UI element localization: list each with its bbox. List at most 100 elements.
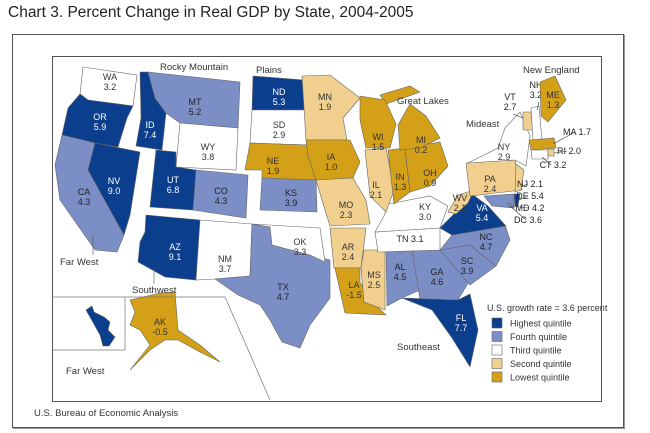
legend-label: Lowest quintile — [510, 373, 570, 383]
state-label: OR 5.9 — [93, 112, 107, 132]
state-de: DE 5.4 — [513, 191, 544, 207]
state-tn: TN 3.1 — [374, 227, 441, 253]
state-label: OH 0.9 — [423, 168, 437, 188]
state-label: VA 5.4 — [476, 203, 489, 223]
state-label: MO 2.3 — [339, 200, 354, 220]
map-frame — [52, 56, 602, 402]
state-ma: MA 1.7 — [528, 127, 591, 151]
state-md: MD 4.2 — [483, 193, 545, 213]
state-mo: MO 2.3 — [315, 177, 371, 227]
state-shape — [547, 148, 555, 157]
state-label: AL 4.5 — [394, 262, 407, 282]
state-ct: CT 3.2 — [530, 149, 567, 170]
legend-swatch-third — [491, 344, 503, 356]
legend-swatch-highest — [491, 317, 503, 329]
state-label: IN 1.3 — [394, 172, 407, 192]
state-ar: AR 2.4 — [329, 227, 367, 269]
state-pa: PA 2.4 — [465, 159, 523, 197]
state-label: NJ 2.1 — [517, 179, 543, 189]
state-label: MN 1.9 — [318, 92, 332, 112]
state-label: CO 4.3 — [214, 186, 228, 206]
state-label: TX 4.7 — [277, 282, 290, 302]
legend-label: Highest quintile — [510, 319, 572, 329]
state-shape — [447, 189, 475, 215]
state-ky: KY 3.0 — [374, 195, 449, 233]
state-label: LA -1.5 — [346, 280, 362, 300]
state-shape — [539, 75, 567, 123]
state-label: RI 2.0 — [557, 146, 581, 156]
state-label: MT 5.2 — [189, 97, 202, 117]
state-shape — [175, 122, 239, 171]
state-shape — [251, 223, 326, 263]
state-label: FL 7.7 — [455, 313, 468, 333]
state-label: VT 2.7 — [504, 92, 517, 112]
state-shape — [397, 103, 441, 151]
state-label: MS 2.5 — [367, 270, 381, 290]
state-label: PA 2.4 — [484, 174, 497, 194]
state-wi: WI 1.5 — [359, 95, 397, 152]
state-label: NV 9.0 — [108, 176, 121, 196]
state-ak: AK -0.5 — [129, 291, 221, 371]
state-co: CO 4.3 — [192, 169, 249, 219]
state-label: DC 3.6 — [514, 215, 542, 225]
state-label: HI 5.3 — [64, 327, 77, 347]
region-label: Southeast — [397, 342, 440, 353]
state-shape — [87, 142, 141, 236]
state-ok: OK 3.3 — [251, 223, 326, 263]
state-label: IA 1.0 — [325, 152, 338, 172]
legend-label: Second quintile — [510, 359, 572, 369]
region-label: Mideast — [466, 119, 500, 130]
region-label: Far West — [66, 366, 105, 377]
region-label: Rocky Mountain — [160, 62, 228, 73]
state-label: UT 6.8 — [167, 175, 180, 195]
state-nv: NV 9.0 — [87, 142, 141, 236]
state-dc: DC 3.6 — [507, 202, 542, 225]
region-label: Far West — [60, 257, 99, 268]
state-label: TN 3.1 — [396, 234, 423, 244]
chart-title: Chart 3. Percent Change in Real GDP by S… — [8, 4, 414, 21]
state-al: AL 4.5 — [385, 249, 421, 307]
state-shape — [315, 177, 371, 227]
region-label: Southwest — [132, 285, 177, 296]
state-label: WV 2.1 — [453, 193, 468, 213]
state-label: ME 1.3 — [546, 90, 560, 110]
state-oh: OH 0.9 — [404, 141, 449, 193]
legend-swatch-fourth — [491, 331, 503, 342]
state-label: NC 4.7 — [480, 232, 493, 252]
state-shape — [507, 202, 512, 207]
state-label: DE 5.4 — [516, 191, 544, 201]
state-label: NE 1.9 — [267, 156, 280, 176]
state-nj: NJ 2.1 — [514, 163, 543, 193]
state-shape — [530, 105, 543, 141]
state-fl: FL 7.7 — [401, 293, 479, 368]
state-shape — [530, 149, 549, 160]
legend-label: Fourth quintile — [510, 332, 567, 342]
state-shape — [359, 95, 397, 149]
state-label: SD 2.9 — [273, 120, 286, 140]
state-shape — [85, 305, 116, 347]
source-note: U.S. Bureau of Economic Analysis — [34, 408, 179, 419]
chart-border — [12, 34, 624, 428]
state-label: CT 3.2 — [540, 160, 567, 170]
state-or: OR 5.9 — [61, 93, 134, 148]
state-label: NH 3.2 — [530, 80, 543, 100]
state-hi: HI 5.3 — [64, 305, 116, 347]
state-label: NM 3.7 — [218, 254, 232, 274]
state-ia: IA 1.0 — [305, 139, 361, 181]
state-shape — [514, 163, 525, 193]
legend: U.S. growth rate = 3.6 percent Highest qu… — [487, 303, 608, 383]
state-label: ID 7.4 — [144, 120, 157, 140]
state-sd: SD 2.9 — [249, 109, 309, 146]
state-nd: ND 5.3 — [251, 75, 307, 111]
state-label: AK -0.5 — [152, 317, 168, 337]
state-shape — [364, 147, 395, 213]
state-nm: NM 3.7 — [195, 219, 253, 281]
state-label: IL 2.1 — [370, 180, 383, 200]
state-label: KY 3.0 — [419, 202, 432, 222]
state-label: NY 2.9 — [498, 142, 511, 162]
state-mn: MN 1.9 — [301, 74, 361, 141]
state-label: OK 3.3 — [293, 237, 306, 257]
state-shape — [259, 177, 318, 213]
state-label: CA 4.3 — [78, 187, 91, 207]
